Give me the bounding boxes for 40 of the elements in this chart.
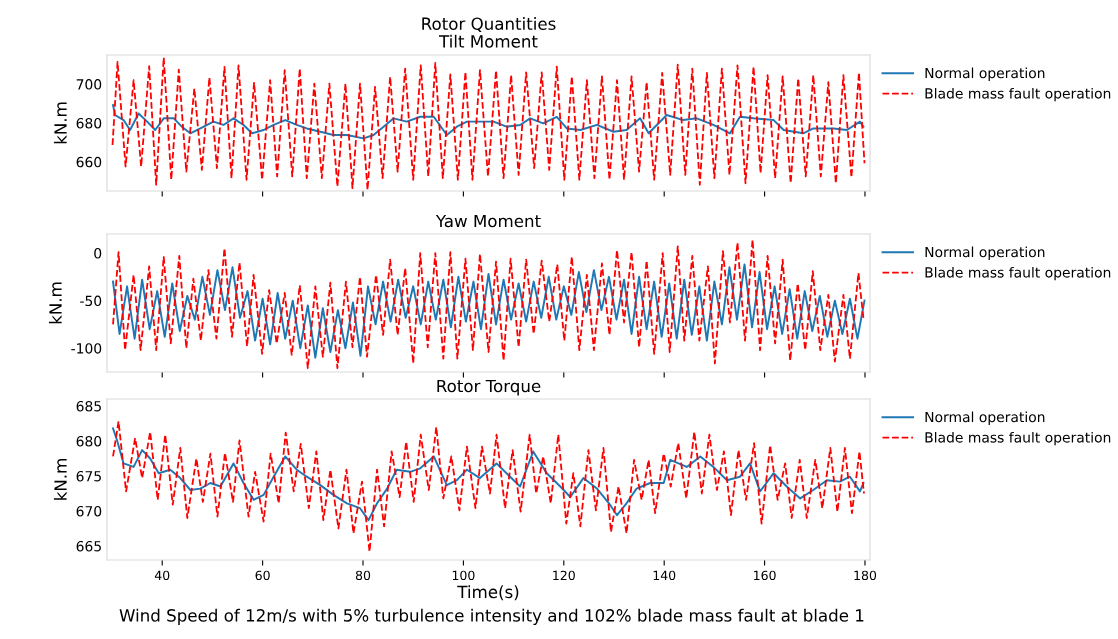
legend-label: Normal operation bbox=[925, 67, 1045, 81]
chart-subtitle: Tilt Moment bbox=[438, 34, 538, 48]
x-tick-label: 40 bbox=[154, 570, 170, 581]
y-tick-label: 675 bbox=[76, 470, 101, 482]
y-tick-label: 680 bbox=[76, 435, 102, 447]
text: Wind Speed of 12m/s with 5% turbulence intensity and 102% blade mass fault at blade 1 bbox=[119, 608, 864, 625]
legend-label: Blade mass fault operation bbox=[925, 266, 1111, 281]
y-tick-label: 700 bbox=[76, 79, 102, 90]
x-tick-label: 160 bbox=[754, 570, 776, 581]
y-axis-title: kN.m bbox=[53, 102, 67, 144]
legend-label: Normal operation bbox=[925, 411, 1045, 425]
x-tick-label: 180 bbox=[854, 570, 877, 581]
legend-label: Blade mass fault operation bbox=[925, 87, 1111, 102]
chart-title: Yaw Moment bbox=[435, 214, 541, 228]
line-series bbox=[112, 238, 865, 370]
y-axis-title: kN.m bbox=[53, 459, 67, 500]
legend-label: Normal operation bbox=[925, 246, 1045, 260]
chart-title: Rotor Torque bbox=[437, 379, 541, 396]
line-series bbox=[112, 427, 865, 522]
legend-label: Blade mass fault operation bbox=[925, 431, 1111, 446]
y-tick-label: -100 bbox=[71, 343, 102, 354]
chart-title: Rotor Quantities bbox=[422, 17, 556, 32]
line-series bbox=[112, 104, 865, 140]
line-series bbox=[112, 420, 865, 553]
y-tick-label: 660 bbox=[76, 156, 102, 168]
x-tick-label: 80 bbox=[355, 570, 371, 581]
y-tick-label: 665 bbox=[76, 540, 101, 552]
y-tick-label: 685 bbox=[76, 400, 101, 412]
y-tick-label: -50 bbox=[80, 295, 102, 307]
y-tick-label: 680 bbox=[76, 117, 102, 129]
x-axis-title: Time(s) bbox=[457, 585, 519, 601]
x-tick-label: 60 bbox=[255, 570, 270, 581]
y-tick-label: 670 bbox=[76, 505, 102, 517]
y-axis-title: kN.m bbox=[48, 282, 62, 324]
line-series bbox=[112, 263, 866, 359]
x-tick-label: 100 bbox=[452, 570, 475, 581]
y-tick-label: 0 bbox=[94, 248, 102, 259]
line-series bbox=[111, 56, 866, 191]
x-tick-label: 140 bbox=[653, 570, 676, 581]
x-tick-label: 120 bbox=[553, 570, 575, 581]
